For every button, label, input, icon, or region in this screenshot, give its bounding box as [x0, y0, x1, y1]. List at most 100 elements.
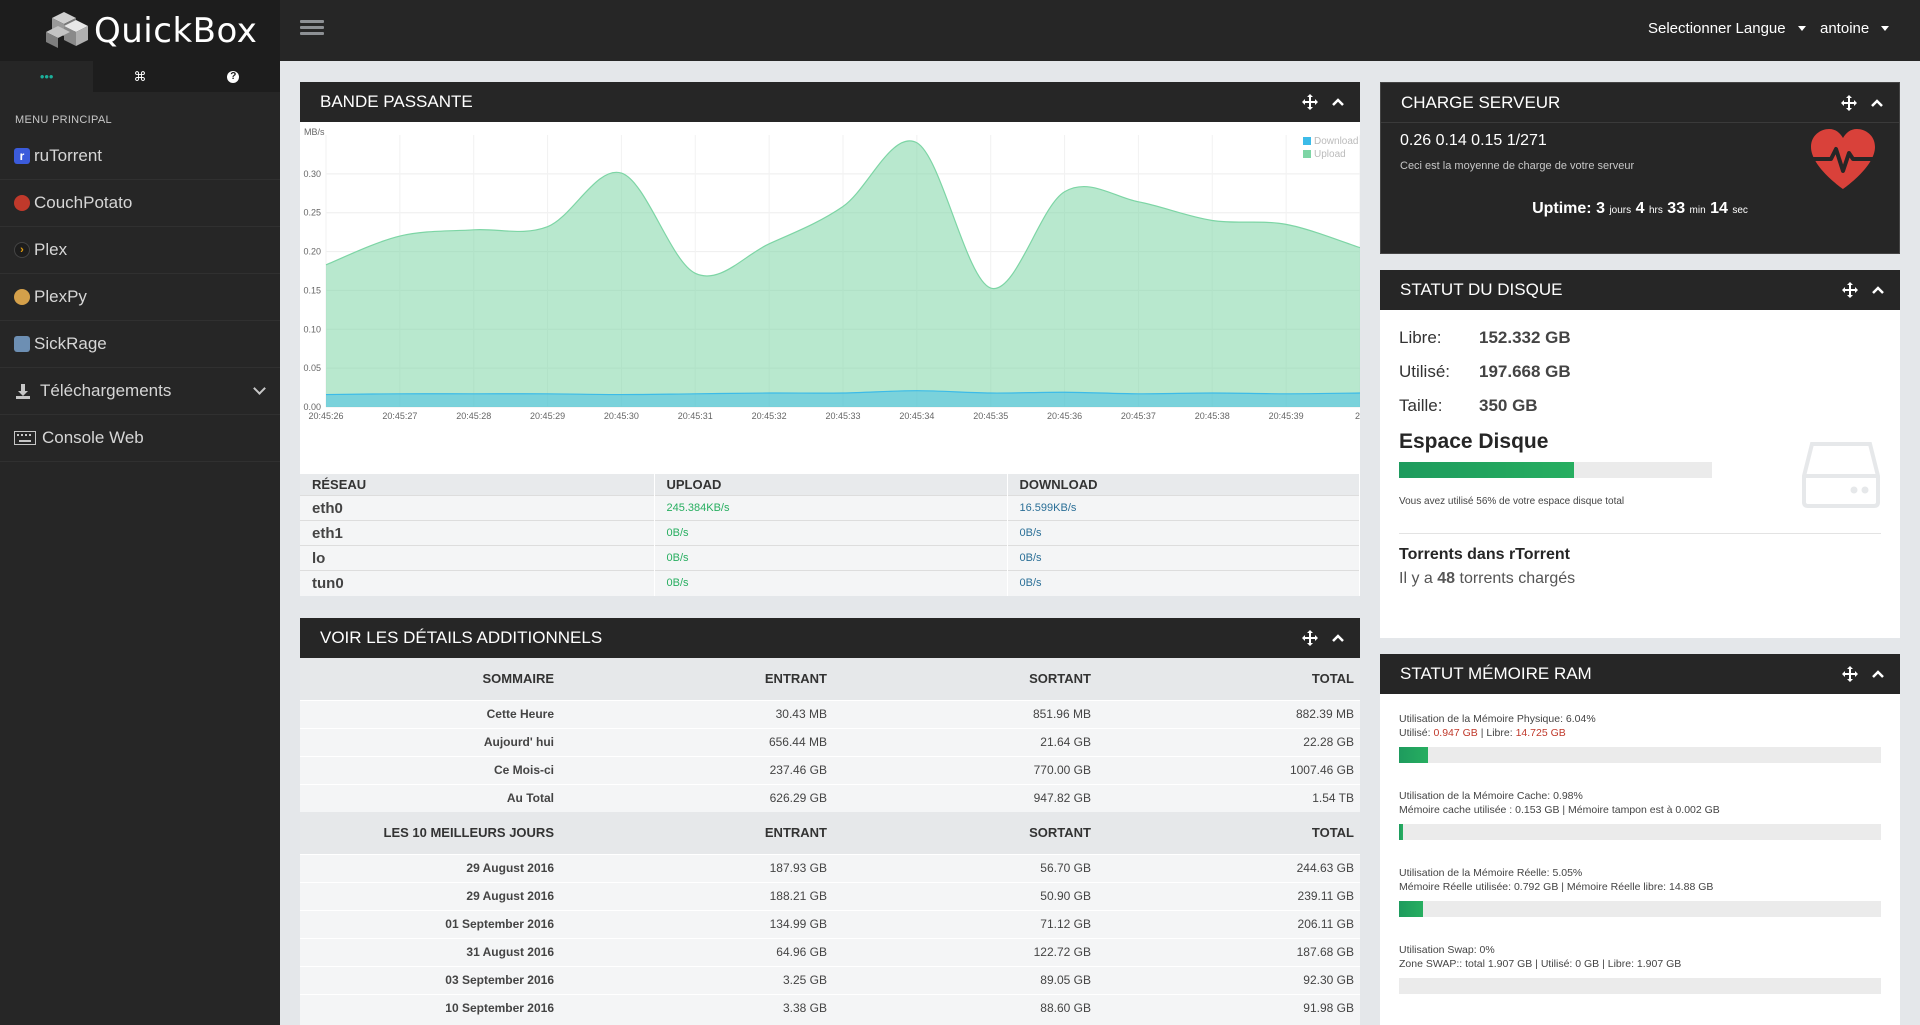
- physical-free-value: 14.725 GB: [1515, 727, 1566, 739]
- rutorrent-icon: r: [14, 148, 30, 164]
- row-label: Cette Heure: [300, 699, 570, 728]
- table-row: lo 0B/s 0B/s: [300, 545, 1360, 571]
- row-label: 01 September 2016: [300, 909, 570, 938]
- bandwidth-panel-header: BANDE PASSANTE: [300, 82, 1360, 122]
- physical-memory-bar: [1399, 747, 1881, 763]
- physical-memory-line: Utilisation de la Mémoire Physique: 6.04…: [1399, 713, 1596, 725]
- cache-memory-line: Utilisation de la Mémoire Cache: 0.98%: [1399, 790, 1583, 802]
- table-row: 29 August 2016 187.93 GB 56.70 GB 244.63 GB: [300, 853, 1360, 882]
- menu-title: MENU PRINCIPAL: [15, 114, 112, 126]
- sidebar-item-plexpy[interactable]: PlexPy: [0, 274, 280, 321]
- sidebar-item-label: CouchPotato: [34, 193, 133, 212]
- real-memory-bar: [1399, 901, 1881, 917]
- x-tick-label: 20:45:28: [456, 411, 491, 421]
- chevron-down-icon: [1797, 26, 1806, 31]
- menu-toggle-button[interactable]: [300, 17, 324, 41]
- column-header: SORTANT: [833, 812, 1097, 854]
- sidebar-item-telechargements[interactable]: Téléchargements: [0, 368, 280, 415]
- uptime-label: Uptime:: [1532, 200, 1592, 217]
- y-tick-label: 0.20: [303, 247, 321, 257]
- column-header: ENTRANT: [570, 658, 833, 700]
- table-row: 31 August 2016 64.96 GB 122.72 GB 187.68 GB: [300, 937, 1360, 966]
- sidebar-item-console-web[interactable]: Console Web: [0, 415, 280, 462]
- tab-main-menu[interactable]: •••: [0, 61, 94, 92]
- series-line-upload: [325, 140, 1360, 289]
- server-load-panel: CHARGE SERVEUR 0.26 0.14 0.15 1/271 Ceci…: [1380, 82, 1900, 254]
- cell-value: 71.12 GB: [833, 909, 1097, 938]
- column-header: LES 10 MEILLEURS JOURS: [300, 812, 570, 854]
- chevron-up-icon[interactable]: [1330, 630, 1346, 646]
- download-value: 0B/s: [1007, 570, 1360, 596]
- cell-value: 770.00 GB: [833, 755, 1097, 784]
- column-header: RÉSEAU: [300, 474, 655, 496]
- sidebar-item-plex[interactable]: › Plex: [0, 227, 280, 274]
- used-value: 197.668 GB: [1479, 362, 1571, 381]
- move-icon[interactable]: [1302, 630, 1318, 646]
- physical-used-value: 0.947 GB: [1433, 727, 1478, 739]
- move-icon[interactable]: [1842, 282, 1858, 298]
- tab-help[interactable]: ?: [187, 61, 280, 92]
- chevron-down-icon: [253, 382, 266, 395]
- y-tick-label: 0.00: [303, 402, 321, 412]
- x-tick-label: 20:45:32: [752, 411, 787, 421]
- plex-icon: ›: [14, 242, 30, 258]
- uptime-min-unit: min: [1689, 205, 1706, 216]
- sidebar-item-couchpotato[interactable]: CouchPotato: [0, 180, 280, 227]
- x-tick-label: 20:45:33: [825, 411, 860, 421]
- y-tick-label: 0.25: [303, 208, 321, 218]
- top-header: QuickBox Selectionner Langue antoine: [0, 0, 1920, 61]
- cache-memory-bar: [1399, 824, 1881, 840]
- column-header: DOWNLOAD: [1007, 474, 1360, 496]
- table-row: 01 September 2016 134.99 GB 71.12 GB 206.11…: [300, 909, 1360, 938]
- sidebar-item-label: Plex: [34, 240, 68, 259]
- x-tick-label: 20:45:31: [678, 411, 713, 421]
- sidebar-tabs: ••• ⌘ ?: [0, 61, 280, 92]
- sickrage-icon: [14, 336, 30, 352]
- cell-value: 882.39 MB: [1097, 699, 1360, 728]
- swap-line: Utilisation Swap: 0%: [1399, 944, 1495, 956]
- chevron-up-icon[interactable]: [1870, 666, 1886, 682]
- download-value: 16.599KB/s: [1007, 495, 1360, 521]
- disk-usage-fill: [1399, 462, 1575, 478]
- chevron-up-icon[interactable]: [1869, 95, 1885, 111]
- column-header: TOTAL: [1097, 812, 1360, 854]
- cell-value: 237.46 GB: [570, 755, 833, 784]
- sidebar-item-rutorrent[interactable]: r ruTorrent: [0, 133, 280, 180]
- cell-value: 3.38 GB: [570, 993, 833, 1022]
- cell-value: 88.60 GB: [833, 993, 1097, 1022]
- user-menu[interactable]: antoine: [1820, 20, 1890, 37]
- torrents-title: Torrents dans rTorrent: [1399, 546, 1570, 563]
- cell-value: 1007.46 GB: [1097, 755, 1360, 784]
- table-row: Aujourd' hui 656.44 MB 21.64 GB 22.28 GB: [300, 727, 1360, 756]
- chevron-up-icon[interactable]: [1870, 282, 1886, 298]
- cell-value: 22.28 GB: [1097, 727, 1360, 756]
- quickbox-logo[interactable]: QuickBox: [0, 0, 280, 61]
- row-label: 31 August 2016: [300, 937, 570, 966]
- tab-plugins[interactable]: ⌘: [93, 61, 186, 92]
- cell-value: 91.98 GB: [1097, 993, 1360, 1022]
- column-header: ENTRANT: [570, 812, 833, 854]
- keyboard-icon: [14, 431, 36, 445]
- move-icon[interactable]: [1841, 95, 1857, 111]
- row-label: Au Total: [300, 783, 570, 812]
- cell-value: 187.93 GB: [570, 853, 833, 882]
- y-tick-label: 0.15: [303, 285, 321, 295]
- physical-memory-detail: Utilisé: 0.947 GB | Libre: 14.725 GB: [1399, 726, 1881, 740]
- free-value: 152.332 GB: [1479, 328, 1571, 347]
- move-icon[interactable]: [1302, 94, 1318, 110]
- cell-value: 134.99 GB: [570, 909, 833, 938]
- move-icon[interactable]: [1842, 666, 1858, 682]
- ram-status-panel-header: STATUT MÉMOIRE RAM: [1380, 654, 1900, 694]
- language-menu[interactable]: Selectionner Langue: [1648, 20, 1806, 37]
- uptime-sec: 14: [1710, 200, 1728, 217]
- uptime-days-unit: jours: [1609, 205, 1632, 216]
- cell-value: 187.68 GB: [1097, 937, 1360, 966]
- cache-memory-text: Utilisation de la Mémoire Cache: 0.98% M…: [1399, 789, 1881, 817]
- x-tick-label: 20:45:36: [1047, 411, 1082, 421]
- network-table: RÉSEAU UPLOAD DOWNLOAD eth0 245.384KB/s …: [300, 474, 1360, 596]
- chevron-up-icon[interactable]: [1330, 94, 1346, 110]
- cell-value: 188.21 GB: [570, 881, 833, 910]
- uptime: Uptime: 3 jours 4 hrs 33 min 14 sec: [1381, 200, 1899, 218]
- sidebar-item-sickrage[interactable]: SickRage: [0, 321, 280, 368]
- panel-title: STATUT DU DISQUE: [1400, 280, 1563, 299]
